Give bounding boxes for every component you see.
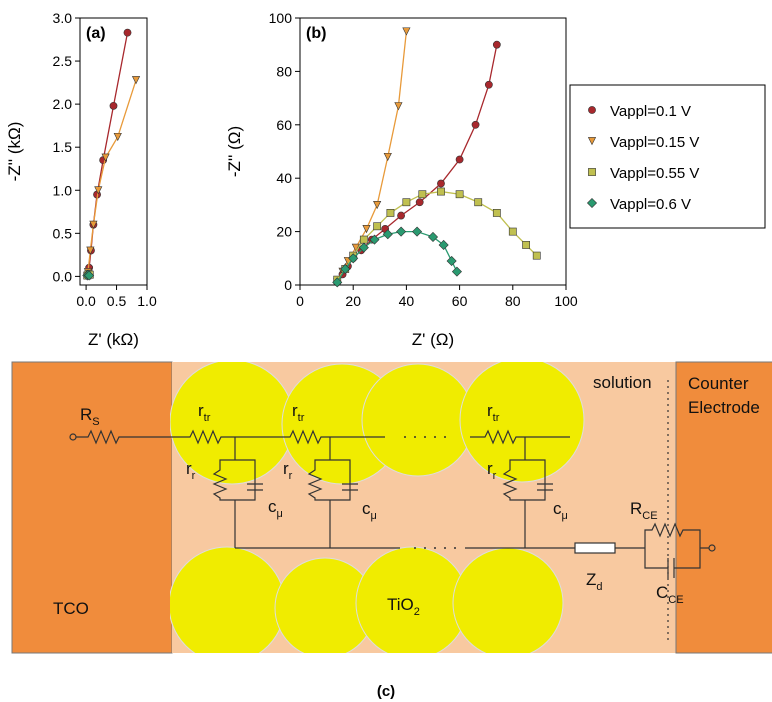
data-point bbox=[509, 228, 516, 235]
label-text: TCO bbox=[53, 599, 89, 618]
data-point bbox=[360, 236, 367, 243]
x-tick-label: 60 bbox=[452, 293, 468, 309]
data-point bbox=[452, 267, 461, 276]
x-tick-label: 0.5 bbox=[107, 293, 127, 309]
label-subscript: r bbox=[289, 470, 293, 482]
data-point bbox=[387, 209, 394, 216]
x-tick-label: 20 bbox=[345, 293, 361, 309]
label-text: C bbox=[656, 583, 668, 602]
caption: (c) bbox=[377, 683, 395, 700]
legend-label: Vappl=0.55 V bbox=[610, 165, 699, 182]
data-point bbox=[456, 156, 463, 163]
panel-label: (b) bbox=[306, 25, 326, 42]
data-point bbox=[374, 223, 381, 230]
x-tick-label: 40 bbox=[399, 293, 415, 309]
label-text: R bbox=[630, 499, 642, 518]
label-subscript: 2 bbox=[414, 606, 420, 618]
data-point bbox=[419, 191, 426, 198]
label-subscript: μ bbox=[277, 508, 283, 520]
legend-label: Vappl=0.1 V bbox=[610, 103, 691, 120]
data-point bbox=[493, 209, 500, 216]
y-tick-label: 1.5 bbox=[53, 139, 73, 155]
y-tick-label: 1.0 bbox=[53, 182, 73, 198]
data-point bbox=[363, 225, 370, 232]
x-axis-label: Z' (kΩ) bbox=[88, 330, 139, 349]
diagram-label: Electrode bbox=[688, 398, 760, 417]
data-point bbox=[110, 102, 117, 109]
y-tick-label: 0.0 bbox=[53, 268, 73, 284]
label-text: TiO bbox=[387, 595, 414, 614]
data-point bbox=[396, 227, 405, 236]
y-tick-label: 2.5 bbox=[53, 53, 73, 69]
data-point bbox=[456, 191, 463, 198]
data-point bbox=[472, 121, 479, 128]
label-subscript: tr bbox=[204, 412, 211, 424]
panel-label: (a) bbox=[86, 25, 106, 42]
data-point bbox=[493, 41, 500, 48]
data-point bbox=[437, 188, 444, 195]
y-tick-label: 60 bbox=[276, 117, 292, 133]
x-tick-label: 1.0 bbox=[137, 293, 157, 309]
diagram-label: TCO bbox=[53, 599, 89, 618]
plot-frame bbox=[80, 18, 147, 285]
data-point bbox=[403, 199, 410, 206]
label-subscript: tr bbox=[298, 412, 305, 424]
data-point bbox=[447, 256, 456, 265]
series-line bbox=[337, 192, 537, 280]
data-point bbox=[397, 212, 404, 219]
y-tick-label: 2.0 bbox=[53, 96, 73, 112]
y-tick-label: 40 bbox=[276, 170, 292, 186]
series-line bbox=[337, 31, 406, 282]
diagram-label: solution bbox=[593, 373, 652, 392]
label-subscript: μ bbox=[562, 510, 568, 522]
x-tick-label: 80 bbox=[505, 293, 521, 309]
data-point bbox=[437, 180, 444, 187]
legend-marker bbox=[588, 106, 595, 113]
y-axis-label: -Z'' (kΩ) bbox=[5, 122, 24, 182]
data-point bbox=[485, 81, 492, 88]
figure: (c) 0.0 0.5 1.0 0.0 0.5 1.0 1.5 2.0 2.5 3.0 Z' (kΩ… bbox=[0, 0, 772, 702]
label-subscript: r bbox=[192, 470, 196, 482]
legend-marker bbox=[588, 168, 595, 175]
label-text: Electrode bbox=[688, 398, 760, 417]
label-text: Counter bbox=[688, 374, 749, 393]
label-text: R bbox=[80, 405, 92, 424]
data-point bbox=[403, 28, 410, 35]
label-subscript: d bbox=[596, 581, 602, 593]
y-tick-label: 80 bbox=[276, 63, 292, 79]
data-point bbox=[395, 103, 402, 110]
y-tick-label: 3.0 bbox=[53, 10, 73, 26]
data-point bbox=[475, 199, 482, 206]
data-point bbox=[114, 133, 121, 140]
data-point bbox=[124, 29, 131, 36]
data-point bbox=[416, 199, 423, 206]
label-subscript: S bbox=[92, 416, 99, 428]
x-tick-label: 0.0 bbox=[76, 293, 96, 309]
y-tick-label: 100 bbox=[269, 10, 293, 26]
data-point bbox=[412, 227, 421, 236]
label-text: solution bbox=[593, 373, 652, 392]
y-axis-label: -Z'' (Ω) bbox=[225, 126, 244, 177]
y-tick-label: 20 bbox=[276, 224, 292, 240]
legend-label: Vappl=0.15 V bbox=[610, 134, 699, 151]
label-subscript: tr bbox=[493, 412, 500, 424]
y-tick-label: 0.5 bbox=[53, 225, 73, 241]
x-axis-label: Z' (Ω) bbox=[412, 330, 454, 349]
label-subscript: CE bbox=[642, 510, 657, 522]
label-text: Z bbox=[586, 570, 596, 589]
label-subscript: CE bbox=[668, 594, 683, 606]
legend-label: Vappl=0.6 V bbox=[610, 196, 691, 213]
diagram-label: Counter bbox=[688, 374, 749, 393]
data-point bbox=[533, 252, 540, 259]
x-tick-label: 0 bbox=[296, 293, 304, 309]
diagram-layout bbox=[12, 358, 772, 663]
x-tick-label: 100 bbox=[554, 293, 578, 309]
data-point bbox=[384, 153, 391, 160]
data-point bbox=[374, 201, 381, 208]
label-subscript: r bbox=[493, 470, 497, 482]
data-point bbox=[132, 76, 139, 83]
data-point bbox=[523, 241, 530, 248]
label-subscript: μ bbox=[371, 510, 377, 522]
y-tick-label: 0 bbox=[284, 277, 292, 293]
